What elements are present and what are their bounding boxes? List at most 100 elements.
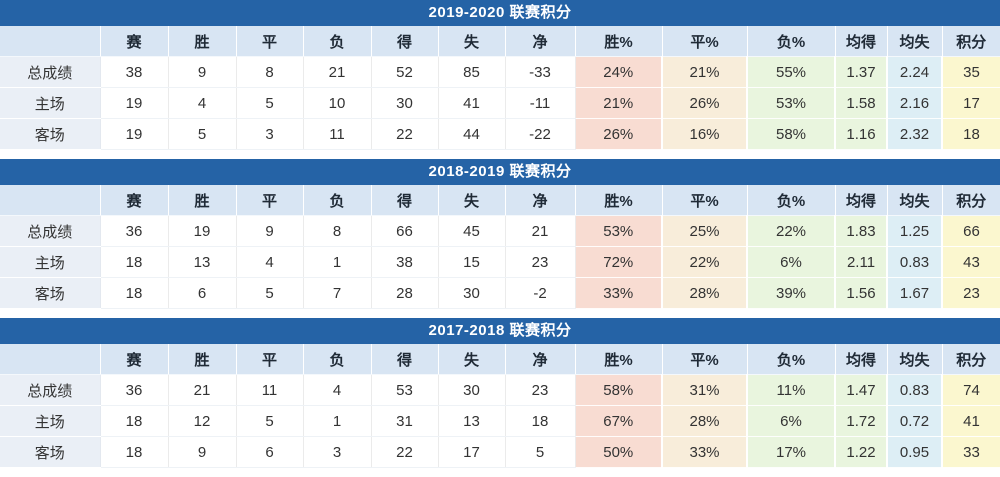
column-header: 负 [303, 185, 372, 216]
row-label: 主场 [0, 405, 101, 437]
column-header: 胜 [168, 185, 237, 216]
stat-cell: 53% [575, 215, 663, 247]
stat-cell: 44 [438, 118, 506, 150]
column-header: 均得 [835, 185, 888, 216]
stat-cell: 1.37 [835, 56, 888, 88]
column-header: 平 [236, 344, 304, 375]
stat-cell: 28% [662, 277, 748, 309]
column-header: 积分 [942, 185, 1000, 216]
column-header: 均得 [835, 344, 888, 375]
column-header: 平% [662, 26, 748, 57]
stat-cell: 36 [100, 215, 169, 247]
stat-cell: 1.67 [887, 277, 943, 309]
stat-cell: 28% [662, 405, 748, 437]
stat-cell: 19 [100, 87, 169, 119]
stat-cell: 85 [438, 56, 506, 88]
header-row: 赛胜平负得失净胜% 平% 负% 均得 均失 积分 [0, 26, 1000, 57]
stat-cell: 43 [942, 246, 1000, 278]
stat-cell: 13 [438, 405, 506, 437]
stat-cell: 13 [168, 246, 237, 278]
table-row: 主场 19 4 5 10 30 41 -11 21% 26% 53% 1.58 2.16 17 [0, 87, 1000, 119]
column-header: 胜% [575, 344, 663, 375]
stat-cell: 30 [371, 87, 439, 119]
stat-cell: 1.16 [835, 118, 888, 150]
stat-cell: 1 [303, 246, 372, 278]
column-header: 失 [438, 344, 506, 375]
stat-cell: 53 [371, 374, 439, 406]
stat-cell: -2 [505, 277, 576, 309]
stat-cell: 66 [942, 215, 1000, 247]
header-row: 赛胜平负得失净胜% 平% 负% 均得 均失 积分 [0, 344, 1000, 375]
stat-cell: 18 [100, 436, 169, 468]
column-header: 得 [371, 185, 439, 216]
column-header: 胜% [575, 185, 663, 216]
column-header: 失 [438, 26, 506, 57]
stat-cell: 5 [505, 436, 576, 468]
stat-cell: 11% [747, 374, 836, 406]
corner-header-cell [0, 26, 101, 57]
column-header: 净 [505, 185, 576, 216]
stat-cell: 55% [747, 56, 836, 88]
stat-cell: 6 [168, 277, 237, 309]
stat-cell: 5 [168, 118, 237, 150]
column-header: 平 [236, 185, 304, 216]
column-header: 均失 [887, 344, 943, 375]
column-header: 负 [303, 344, 372, 375]
stat-cell: 5 [236, 87, 304, 119]
stat-cell: 52 [371, 56, 439, 88]
stat-cell: 22 [371, 118, 439, 150]
stat-cell: 17 [942, 87, 1000, 119]
row-label: 客场 [0, 277, 101, 309]
column-header: 积分 [942, 344, 1000, 375]
stat-cell: 18 [100, 405, 169, 437]
stat-cell: 0.83 [887, 246, 943, 278]
column-header: 胜% [575, 26, 663, 57]
season-stats-table: 赛胜平负得失净胜% 平% 负% 均得 均失 积分 总成绩 36 19 9 8 66 45 21 53% 25%… [0, 185, 1000, 309]
stat-cell: 50% [575, 436, 663, 468]
stat-cell: 21 [168, 374, 237, 406]
row-label: 总成绩 [0, 374, 101, 406]
table-row: 客场 18 6 5 7 28 30 -2 33% 28% 39% 1.56 1.67 23 [0, 277, 1000, 309]
column-header: 负 [303, 26, 372, 57]
stat-cell: 72% [575, 246, 663, 278]
column-header: 胜 [168, 344, 237, 375]
stat-cell: 18 [505, 405, 576, 437]
column-header: 负% [747, 344, 836, 375]
column-header: 均失 [887, 185, 943, 216]
stat-cell: 23 [505, 246, 576, 278]
header-row: 赛胜平负得失净胜% 平% 负% 均得 均失 积分 [0, 185, 1000, 216]
stat-cell: 28 [371, 277, 439, 309]
row-label: 主场 [0, 246, 101, 278]
stat-cell: 12 [168, 405, 237, 437]
row-label: 总成绩 [0, 56, 101, 88]
stat-cell: 18 [100, 246, 169, 278]
column-header: 平% [662, 344, 748, 375]
stat-cell: 58% [575, 374, 663, 406]
stat-cell: 1.25 [887, 215, 943, 247]
table-title: 2018-2019 联赛积分 [0, 159, 1000, 185]
stat-cell: 3 [236, 118, 304, 150]
stat-cell: 8 [303, 215, 372, 247]
corner-header-cell [0, 344, 101, 375]
stat-cell: 5 [236, 405, 304, 437]
stat-cell: 17 [438, 436, 506, 468]
column-header: 负% [747, 185, 836, 216]
stat-cell: 8 [236, 56, 304, 88]
row-label: 总成绩 [0, 215, 101, 247]
stat-cell: 1.22 [835, 436, 888, 468]
stat-cell: 1.83 [835, 215, 888, 247]
stat-cell: 22% [662, 246, 748, 278]
column-header: 净 [505, 26, 576, 57]
stat-cell: 33% [662, 436, 748, 468]
stat-cell: 4 [168, 87, 237, 119]
column-header: 得 [371, 26, 439, 57]
stat-cell: 2.11 [835, 246, 888, 278]
stat-cell: 25% [662, 215, 748, 247]
stat-cell: 74 [942, 374, 1000, 406]
stat-cell: 1 [303, 405, 372, 437]
stat-cell: 1.56 [835, 277, 888, 309]
stat-cell: 3 [303, 436, 372, 468]
stat-cell: 23 [942, 277, 1000, 309]
row-label: 主场 [0, 87, 101, 119]
